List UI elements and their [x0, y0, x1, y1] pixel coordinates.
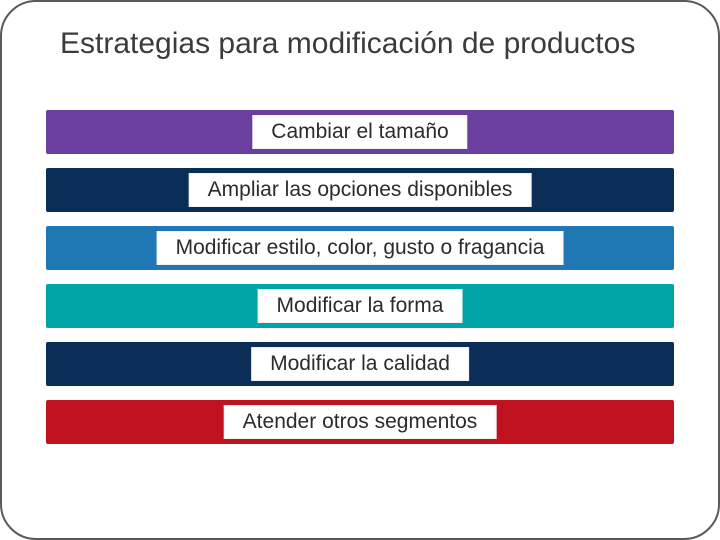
- strategy-bar: Modificar la forma: [46, 284, 674, 328]
- strategy-bar: Ampliar las opciones disponibles: [46, 168, 674, 212]
- strategy-label: Ampliar las opciones disponibles: [189, 173, 532, 207]
- strategy-label: Modificar la calidad: [251, 347, 469, 381]
- slide-frame: Estrategias para modificación de product…: [0, 0, 720, 540]
- strategy-label: Modificar estilo, color, gusto o fraganc…: [157, 231, 564, 265]
- strategy-bar: Modificar estilo, color, gusto o fraganc…: [46, 226, 674, 270]
- strategy-label: Atender otros segmentos: [224, 405, 497, 439]
- strategy-bar: Atender otros segmentos: [46, 400, 674, 444]
- strategy-label: Cambiar el tamaño: [252, 115, 467, 149]
- strategy-label: Modificar la forma: [258, 289, 463, 323]
- strategy-bar: Modificar la calidad: [46, 342, 674, 386]
- strategy-bar: Cambiar el tamaño: [46, 110, 674, 154]
- page-title: Estrategias para modificación de product…: [42, 26, 678, 62]
- strategy-bars: Cambiar el tamaño Ampliar las opciones d…: [42, 110, 678, 444]
